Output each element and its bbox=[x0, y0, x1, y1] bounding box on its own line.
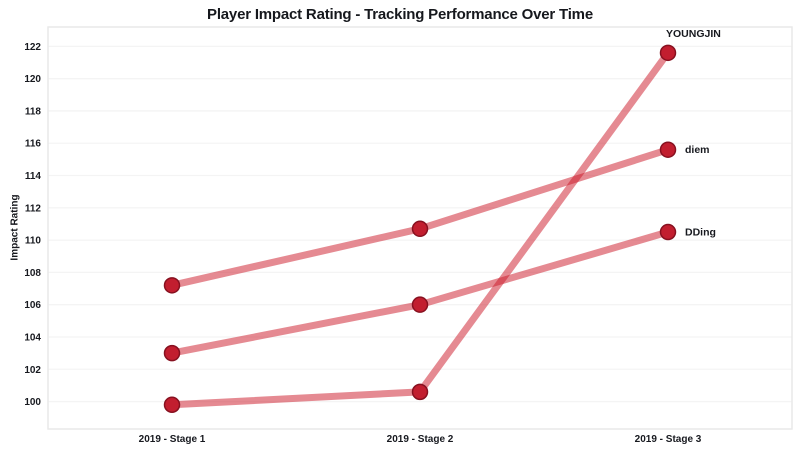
data-point bbox=[163, 344, 181, 362]
data-point bbox=[163, 277, 181, 294]
data-point bbox=[163, 396, 181, 414]
x-tick-label: 2019 - Stage 3 bbox=[635, 434, 702, 445]
data-point bbox=[659, 141, 677, 158]
y-tick-label: 106 bbox=[24, 300, 41, 311]
y-axis-label: Impact Rating bbox=[9, 194, 21, 261]
data-point bbox=[659, 223, 677, 241]
y-tick-label: 120 bbox=[24, 74, 41, 85]
data-point bbox=[411, 383, 429, 401]
series-end-label: DDing bbox=[685, 227, 716, 239]
plot-frame bbox=[47, 26, 793, 430]
y-tick-label: 122 bbox=[24, 42, 41, 53]
y-tick-label: 114 bbox=[25, 171, 42, 182]
series-end-label: YOUNGJIN bbox=[666, 28, 721, 40]
y-tick-label: 100 bbox=[24, 397, 41, 408]
y-tick-label: 104 bbox=[24, 332, 41, 343]
data-point bbox=[411, 296, 429, 313]
y-tick-label: 116 bbox=[25, 139, 42, 150]
y-tick-label: 102 bbox=[24, 365, 41, 376]
data-point bbox=[659, 44, 677, 62]
series-line-DDing bbox=[168, 228, 672, 357]
series-line-diem bbox=[168, 146, 672, 289]
chart-title: Player Impact Rating - Tracking Performa… bbox=[207, 6, 593, 23]
x-tick-label: 2019 - Stage 1 bbox=[139, 434, 206, 445]
x-tick-label: 2019 - Stage 2 bbox=[387, 434, 454, 445]
series-end-label: diem bbox=[685, 144, 710, 156]
y-tick-label: 118 bbox=[25, 106, 42, 117]
data-point bbox=[411, 220, 429, 238]
y-tick-label: 108 bbox=[24, 268, 41, 279]
y-tick-label: 110 bbox=[25, 236, 42, 247]
y-tick-label: 112 bbox=[25, 203, 42, 214]
